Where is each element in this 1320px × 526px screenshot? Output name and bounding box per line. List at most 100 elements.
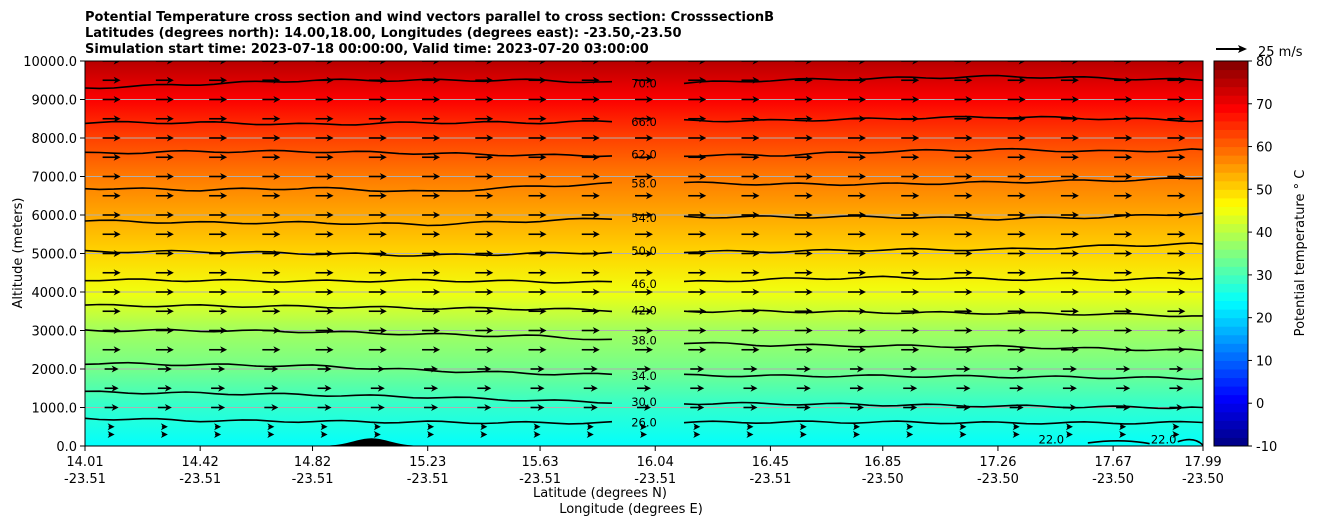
- wind-vector: [1114, 346, 1133, 354]
- wind-vector: [688, 250, 707, 257]
- y-tick-label: 4000.0: [32, 286, 78, 301]
- contour-label: 46.0: [631, 277, 657, 291]
- wind-vector: [581, 61, 600, 65]
- wind-vector: [209, 153, 228, 161]
- wind-vector: [1007, 307, 1026, 315]
- wind-vector: [794, 134, 813, 142]
- wind-vector: [849, 384, 864, 392]
- wind-vector: [1167, 192, 1186, 200]
- wind-vector: [102, 115, 121, 123]
- wind-vector: [315, 269, 334, 277]
- x-tick-label-lon: -23.51: [292, 472, 334, 487]
- contour-label: 54.0: [631, 211, 657, 225]
- wind-vector: [901, 61, 920, 65]
- wind-vector: [741, 134, 760, 142]
- wind-vector: [1114, 61, 1133, 65]
- wind-vector: [317, 404, 332, 411]
- plot-area: 26.0 30.0 34.0 38.0 42.0 46.0 50.0 54.0 58.0 62.0…: [85, 61, 1203, 447]
- wind-vector: [475, 76, 494, 84]
- wind-vector: [157, 384, 172, 392]
- wind-vector: [209, 307, 228, 315]
- x-tick-label-lat: 17.99: [1184, 455, 1221, 470]
- wind-vector: [581, 269, 600, 277]
- x-tick-label-lon: -23.51: [519, 472, 561, 487]
- contour-line: [85, 328, 613, 341]
- wind-vector: [688, 76, 707, 84]
- wind-vector: [475, 153, 494, 161]
- wind-vector: [794, 269, 813, 277]
- wind-vector: [1062, 404, 1077, 411]
- wind-vector: [422, 307, 441, 315]
- wind-vector: [315, 211, 334, 219]
- wind-vector: [1169, 384, 1184, 392]
- wind-vector: [370, 404, 385, 411]
- wind-vector: [528, 211, 547, 219]
- wind-vector: [852, 430, 860, 438]
- wind-vector: [160, 430, 168, 438]
- wind-vector: [954, 173, 973, 180]
- wind-vector: [475, 327, 494, 334]
- wind-vector: [1114, 327, 1133, 334]
- colorbar-segment: [1214, 95, 1248, 105]
- wind-vector: [581, 250, 600, 257]
- contour-line: [683, 373, 1203, 381]
- wind-vector: [315, 96, 334, 103]
- wind-vector: [741, 269, 760, 277]
- wind-vector: [901, 192, 920, 200]
- colorbar-tick-label: 70: [1256, 98, 1273, 113]
- wind-vector: [954, 153, 973, 161]
- contour-line: [683, 242, 1203, 254]
- wind-vector: [209, 346, 228, 354]
- wind-vector: [1169, 404, 1184, 411]
- x-tick-label-lat: 15.63: [521, 455, 558, 470]
- y-tick-label: 5000.0: [32, 248, 78, 263]
- wind-vector: [528, 288, 547, 296]
- wind-vector: [954, 288, 973, 296]
- wind-vector: [1167, 173, 1186, 180]
- wind-vector: [741, 250, 760, 257]
- chart-title-line-1: Potential Temperature cross section and …: [85, 10, 774, 25]
- wind-vector: [422, 230, 441, 238]
- wind-vector: [901, 230, 920, 238]
- wind-vector: [104, 384, 119, 392]
- x-tick-label-lat: 15.23: [409, 455, 446, 470]
- wind-vector: [528, 269, 547, 277]
- wind-vector: [688, 327, 707, 334]
- wind-vector: [1116, 384, 1131, 392]
- terrain-shape: [317, 438, 426, 446]
- wind-vector: [102, 211, 121, 219]
- wind-vector: [155, 307, 174, 315]
- wind-vector: [102, 307, 121, 315]
- wind-vector: [1167, 96, 1186, 103]
- contour-line: [683, 401, 1203, 410]
- wind-vector: [209, 61, 228, 65]
- wind-vector: [586, 430, 594, 438]
- wind-vector: [635, 327, 653, 334]
- wind-vector: [847, 269, 866, 277]
- wind-vector: [847, 173, 866, 180]
- wind-vector: [209, 76, 228, 84]
- wind-vector: [209, 211, 228, 219]
- wind-vector: [954, 134, 973, 142]
- wind-vector: [422, 76, 441, 84]
- colorbar-segment: [1214, 206, 1248, 216]
- wind-vector: [262, 153, 281, 161]
- wind-vector: [530, 365, 545, 373]
- wind-vector: [1167, 307, 1186, 315]
- wind-vector: [581, 288, 600, 296]
- wind-vector: [1007, 230, 1026, 238]
- wind-vector: [477, 404, 492, 411]
- colorbar: -10 0 10 20 30 40 50 60 70 80: [1213, 55, 1277, 455]
- wind-vector: [956, 404, 971, 411]
- wind-vector: [320, 423, 328, 431]
- colorbar-segment: [1214, 257, 1248, 267]
- colorbar-segment: [1214, 283, 1248, 293]
- wind-vector: [107, 423, 115, 431]
- wind-vector: [424, 365, 439, 373]
- wind-vector: [1167, 269, 1186, 277]
- wind-vector: [688, 230, 707, 238]
- wind-vector: [480, 430, 488, 438]
- wind-vector: [264, 404, 279, 411]
- x-tick-label-lon: -23.51: [179, 472, 221, 487]
- contour-labels: 26.0 30.0 34.0 38.0 42.0 46.0 50.0 54.0 58.0 62.0…: [631, 77, 1176, 447]
